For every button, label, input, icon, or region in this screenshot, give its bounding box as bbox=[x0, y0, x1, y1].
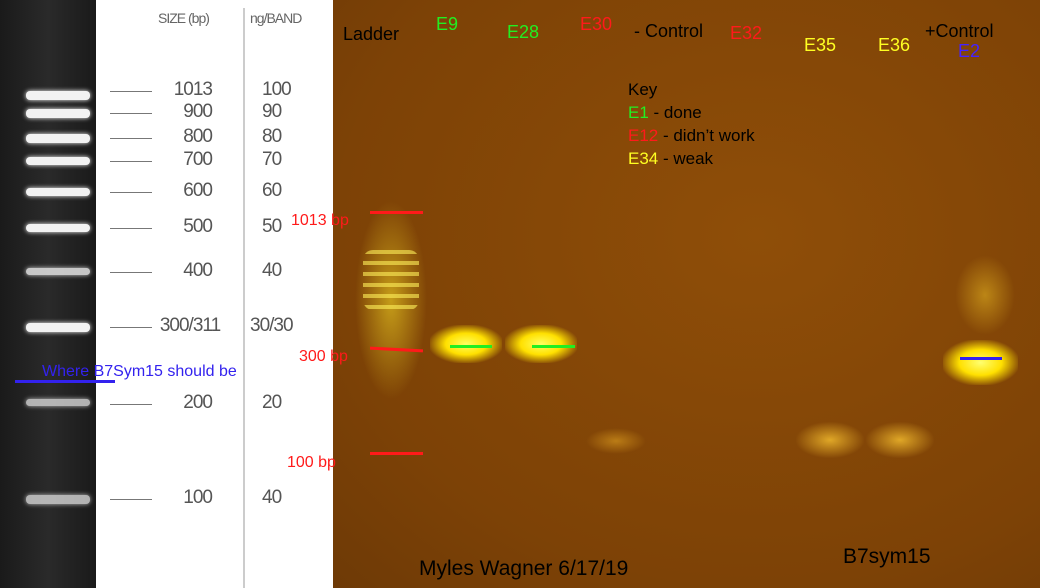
positive-control-band-mark bbox=[960, 357, 1002, 360]
marker-label-100: 100 bp bbox=[287, 454, 336, 471]
ladder-band bbox=[26, 399, 90, 406]
ng-header: ng/BAND bbox=[250, 10, 302, 26]
author-date-caption: Myles Wagner 6/17/19 bbox=[419, 557, 629, 580]
key-title: Key bbox=[628, 80, 658, 99]
key-text: - didn’t work bbox=[658, 126, 755, 145]
marker-line-1013 bbox=[370, 211, 423, 214]
ladder-arrow bbox=[110, 113, 152, 114]
ladder-size-label: 100 bbox=[183, 487, 213, 508]
lane-label-negative-control: - Control bbox=[634, 21, 704, 41]
ladder-band bbox=[26, 109, 90, 118]
ladder-band bbox=[26, 188, 90, 196]
expected-position-annotation: Where B7Sym15 should be bbox=[42, 363, 237, 380]
band-e28 bbox=[505, 325, 577, 363]
lane-label-e32: E32 bbox=[730, 23, 763, 43]
key-item-weak: E34 - weak bbox=[628, 147, 755, 170]
reference-gel-strip bbox=[0, 0, 96, 588]
ladder-band bbox=[26, 224, 90, 232]
ladder-size-label: 300/311 bbox=[159, 315, 221, 336]
column-divider bbox=[243, 8, 245, 588]
ladder-size-label: 1013 bbox=[173, 79, 213, 100]
key-code: E12 bbox=[628, 126, 659, 145]
ladder-arrow bbox=[110, 499, 152, 500]
ladder-ng-label: 100 bbox=[262, 79, 292, 100]
ladder-ng-label: 90 bbox=[262, 101, 282, 122]
positive-control-smear bbox=[955, 255, 1015, 335]
ladder-size-label: 700 bbox=[183, 149, 213, 170]
lane-label-e2: E2 bbox=[958, 41, 981, 61]
ladder-size-label: 600 bbox=[183, 180, 213, 201]
ladder-lane-bands bbox=[363, 250, 419, 310]
ladder-arrow bbox=[110, 228, 152, 229]
ladder-band bbox=[26, 323, 90, 332]
key-item-failed: E12 - didn’t work bbox=[628, 124, 755, 147]
gel-photo bbox=[333, 0, 1040, 588]
lane-label-e35: E35 bbox=[804, 35, 837, 55]
sample-caption: B7sym15 bbox=[843, 545, 931, 568]
ladder-size-label: 900 bbox=[183, 101, 213, 122]
reference-ladder-panel: SIZE (bp) ng/BAND 1013 100 900 90 800 80 700 70… bbox=[0, 0, 333, 588]
ladder-arrow bbox=[110, 327, 152, 328]
lane-label-positive-control: +Control bbox=[925, 21, 994, 41]
marker-line-100 bbox=[370, 452, 423, 455]
lane-label-e30: E30 bbox=[580, 14, 613, 34]
ladder-size-label: 500 bbox=[183, 216, 213, 237]
lane-label-e28: E28 bbox=[507, 22, 540, 42]
ladder-ng-label: 50 bbox=[262, 216, 282, 237]
ladder-band bbox=[26, 91, 90, 100]
key-item-done: E1 - done bbox=[628, 101, 755, 124]
ladder-band bbox=[26, 157, 90, 165]
key-code: E34 bbox=[628, 149, 659, 168]
band-e30 bbox=[586, 428, 646, 454]
ladder-arrow bbox=[110, 91, 152, 92]
ladder-ng-label: 40 bbox=[262, 487, 282, 508]
ladder-band bbox=[26, 495, 90, 504]
lane-label-e36: E36 bbox=[878, 35, 911, 55]
ladder-arrow bbox=[110, 138, 152, 139]
expected-position-line bbox=[15, 380, 115, 383]
key-code: E1 bbox=[628, 103, 649, 122]
ladder-band bbox=[26, 268, 90, 275]
ladder-ng-label: 30/30 bbox=[250, 315, 294, 336]
ladder-ng-label: 20 bbox=[262, 392, 282, 413]
band-e9 bbox=[430, 325, 502, 363]
ladder-arrow bbox=[110, 161, 152, 162]
ladder-size-label: 800 bbox=[183, 126, 213, 147]
key-text: - weak bbox=[658, 149, 714, 168]
ladder-arrow bbox=[110, 404, 152, 405]
marker-label-300: 300 bp bbox=[299, 348, 348, 365]
band-e35 bbox=[796, 422, 864, 458]
lane-label-e9: E9 bbox=[436, 14, 459, 34]
band-e36 bbox=[866, 422, 934, 458]
ladder-ng-label: 70 bbox=[262, 149, 282, 170]
e28-band-mark bbox=[532, 345, 575, 348]
band-positive-control bbox=[943, 340, 1018, 385]
e9-band-mark bbox=[450, 345, 492, 348]
ladder-size-label: 400 bbox=[183, 260, 213, 281]
marker-label-1013: 1013 bp bbox=[291, 212, 349, 229]
lane-label-ladder: Ladder bbox=[343, 24, 400, 44]
key-legend: Key E1 - done E12 - didn’t work E34 - we… bbox=[628, 78, 755, 170]
key-text: - done bbox=[648, 103, 702, 122]
ladder-arrow bbox=[110, 272, 152, 273]
ladder-arrow bbox=[110, 192, 152, 193]
ladder-band bbox=[26, 134, 90, 143]
size-header: SIZE (bp) bbox=[158, 10, 210, 26]
ladder-ng-label: 60 bbox=[262, 180, 282, 201]
ladder-ng-label: 80 bbox=[262, 126, 282, 147]
ladder-ng-label: 40 bbox=[262, 260, 282, 281]
ladder-size-label: 200 bbox=[183, 392, 213, 413]
